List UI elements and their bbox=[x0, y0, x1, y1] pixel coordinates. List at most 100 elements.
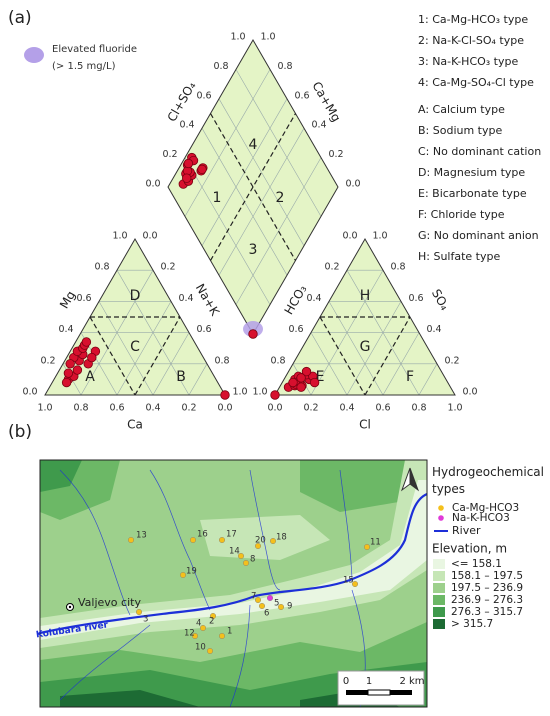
sample-site bbox=[218, 633, 225, 640]
legend-swatch bbox=[433, 619, 445, 629]
zone-label: F bbox=[406, 369, 414, 385]
legend-symbol bbox=[438, 505, 444, 511]
zone-boundary bbox=[364, 316, 411, 396]
sample-site bbox=[278, 604, 285, 611]
zone-label: G bbox=[360, 339, 371, 355]
tick-label: 0.0 bbox=[462, 387, 477, 398]
legend-text: E: Bicarbonate type bbox=[418, 187, 527, 200]
tick-label: 0.8 bbox=[73, 403, 88, 414]
tick-label: 0.4 bbox=[426, 324, 441, 335]
sample-point bbox=[87, 352, 97, 363]
tick-label: 0.0 bbox=[342, 231, 357, 242]
sample-point bbox=[72, 365, 83, 375]
site-label: 4 bbox=[196, 619, 201, 629]
site-label: 2 bbox=[209, 617, 214, 627]
site-label: 18 bbox=[276, 533, 287, 543]
tick-label: 0.0 bbox=[217, 403, 232, 414]
tick-label: 0.4 bbox=[145, 403, 160, 414]
sample-site bbox=[199, 625, 206, 632]
tick-label: 0.8 bbox=[214, 355, 229, 366]
tick-label: 0.4 bbox=[306, 293, 321, 304]
panel-label: (a) bbox=[8, 8, 32, 28]
legend-text: D: Magnesium type bbox=[418, 166, 525, 179]
zone-label: 3 bbox=[249, 242, 258, 258]
sample-point bbox=[248, 329, 258, 339]
legend-text: 4: Ca-Mg-SO₄-Cl type bbox=[418, 76, 534, 89]
scale-label: 1 bbox=[366, 676, 372, 687]
fluoride-halo bbox=[243, 321, 263, 337]
grid-line bbox=[152, 332, 190, 396]
legend-text: C: No dominant cation bbox=[418, 145, 541, 158]
site-label: 8 bbox=[250, 555, 255, 565]
tick-label: 0.6 bbox=[408, 293, 423, 304]
tick-label: 0.2 bbox=[444, 355, 459, 366]
legend-text: Elevation, m bbox=[432, 542, 507, 556]
tick-label: 1.0 bbox=[37, 403, 52, 414]
grid-line bbox=[235, 157, 322, 305]
site-label: 10 bbox=[195, 643, 206, 653]
river bbox=[39, 492, 428, 635]
sample-point bbox=[181, 173, 192, 183]
grid-line bbox=[382, 332, 420, 396]
zone-label: C bbox=[130, 339, 140, 355]
sample-site bbox=[242, 560, 249, 567]
scale-bar bbox=[346, 690, 368, 695]
legend-text: (> 1.5 mg/L) bbox=[52, 61, 116, 72]
legend-text: Elevated fluoride bbox=[52, 44, 137, 55]
zone-boundary bbox=[319, 316, 366, 396]
legend-text: G: No dominant anion bbox=[418, 229, 539, 242]
legend-text: B: Sodium type bbox=[418, 124, 502, 137]
legend-text: A: Calcium type bbox=[418, 103, 505, 116]
sample-point bbox=[220, 390, 230, 400]
sample-site bbox=[191, 633, 198, 640]
sample-site bbox=[209, 613, 216, 620]
sample-site bbox=[237, 553, 244, 560]
legend-swatch bbox=[433, 583, 445, 593]
map-frame bbox=[39, 459, 428, 708]
sample-site bbox=[364, 544, 371, 551]
site-label: 9 bbox=[287, 602, 292, 612]
tick-label: 0.4 bbox=[311, 120, 326, 131]
tick-label: 0.2 bbox=[160, 262, 175, 273]
scale-label: 0 bbox=[343, 676, 349, 687]
grid-line bbox=[418, 363, 438, 396]
tributary bbox=[339, 469, 353, 579]
sample-site bbox=[270, 538, 277, 545]
tick-label: 0.6 bbox=[288, 324, 303, 335]
tick-label: 0.0 bbox=[22, 387, 37, 398]
site-label: 7 bbox=[251, 592, 256, 602]
axis-label: HCO₃ bbox=[282, 282, 310, 317]
sample-site bbox=[259, 603, 266, 610]
zone-label: A bbox=[85, 369, 95, 385]
scale-box bbox=[337, 670, 425, 706]
legend-text: F: Chloride type bbox=[418, 208, 505, 221]
tributary bbox=[149, 469, 211, 611]
tick-label: 0.8 bbox=[411, 403, 426, 414]
tributary bbox=[229, 604, 251, 708]
tick-label: 0.4 bbox=[178, 293, 193, 304]
axis-label: Cl+SO₄ bbox=[165, 79, 199, 124]
terrain bbox=[300, 460, 420, 512]
panel-label: (b) bbox=[8, 422, 32, 442]
legend-text: <= 158.1 bbox=[451, 558, 502, 570]
tick-label: 0.0 bbox=[345, 179, 360, 190]
tick-label: 0.2 bbox=[328, 149, 343, 160]
fluoride-legend-symbol bbox=[24, 47, 44, 63]
sample-site bbox=[254, 543, 261, 550]
terrain bbox=[40, 480, 427, 640]
axis-label: Cl bbox=[359, 418, 371, 432]
tick-label: 0.0 bbox=[267, 403, 282, 414]
zone-label: H bbox=[360, 288, 371, 304]
sample-point bbox=[301, 366, 312, 377]
sample-site bbox=[135, 609, 142, 616]
site-label: 20 bbox=[255, 536, 266, 546]
legend-swatch bbox=[433, 571, 445, 581]
zone-label: 2 bbox=[276, 190, 285, 206]
tick-label: 0.2 bbox=[40, 355, 55, 366]
sample-site bbox=[127, 537, 134, 544]
tick-label: 1.0 bbox=[372, 231, 387, 242]
sample-point bbox=[309, 377, 320, 388]
legend-text: 2: Na-K-Cl-SO₄ type bbox=[418, 34, 524, 47]
tick-label: 0.8 bbox=[94, 262, 109, 273]
legend-text: 236.9 – 276.3 bbox=[451, 594, 523, 606]
